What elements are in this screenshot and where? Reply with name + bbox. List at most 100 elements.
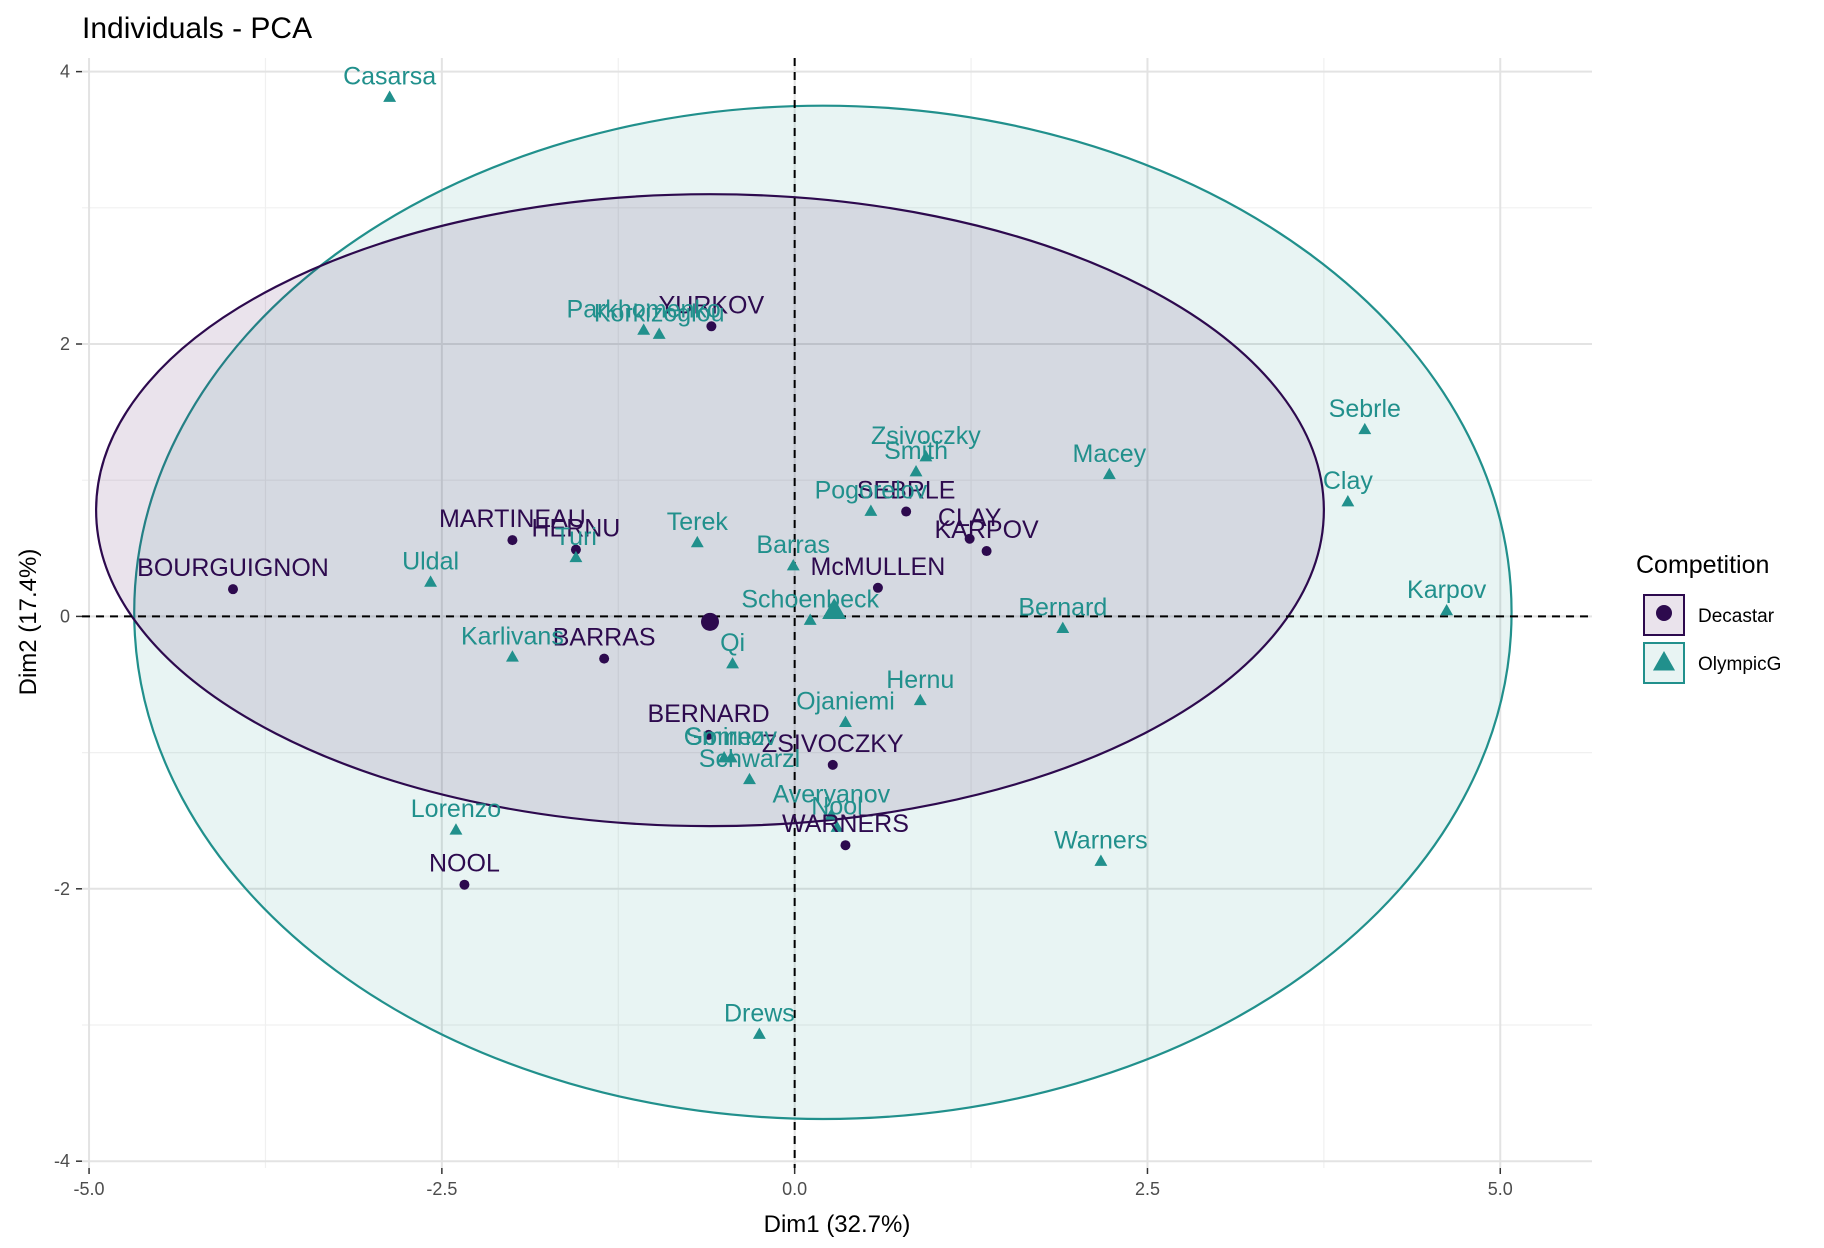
point-label: ZSIVOCZKY [762,730,904,758]
legend-label: Decastar [1698,606,1775,627]
data-points [228,90,1454,1039]
point-marker [830,820,844,832]
x-axis-ticks: -5.0 -2.5 0.0 2.5 5.0 [74,1168,1513,1199]
point-marker [1056,621,1070,634]
point-label: Turi [555,523,597,551]
point-label: Bernard [1018,594,1107,622]
point-label: Smirnov [685,723,777,751]
point-marker [981,546,992,557]
y-tick-label: 2 [60,334,70,354]
point-label: Terek [667,508,729,536]
point-marker [909,465,923,477]
point-marker [569,550,583,563]
y-tick-label: 0 [60,606,70,626]
confidence-ellipses [95,104,1513,1121]
chart-title: Individuals - PCA [82,12,312,45]
point-label: Karpov [1407,576,1487,604]
reference-lines [82,58,1592,1168]
point-label: Macey [1073,440,1147,468]
x-tick-label: 5.0 [1488,1179,1513,1199]
point-marker [703,729,714,740]
point-label: McMULLEN [811,553,946,581]
point-label: Pogorelov [815,477,928,505]
point-marker [840,840,851,851]
point-label: SEBRLE [857,477,956,505]
point-marker [717,751,731,763]
point-label: Zsivoczky [871,422,981,450]
point-marker [1358,422,1372,435]
x-tick-label: 0.0 [782,1179,807,1199]
y-tick-label: 4 [60,62,70,82]
point-marker [743,772,756,785]
y-tick-label: -4 [54,1151,70,1171]
point-label: HERNU [531,515,620,543]
point-label: NOOL [429,850,500,878]
point-marker [864,504,878,516]
point-marker [827,759,838,770]
point-marker [964,533,975,544]
point-label: Warners [1054,827,1148,855]
point-label: Barras [756,531,830,559]
point-label: YURKOV [659,291,765,319]
x-tick-label: -2.5 [426,1179,457,1199]
point-label: Schwarzl [699,745,800,773]
point-label: Qi [720,629,745,657]
point-marker [839,715,852,727]
point-label: Hernu [886,666,954,694]
point-marker [901,506,912,517]
point-label: Uldal [402,547,459,575]
legend-triangle-icon [1652,651,1676,671]
point-marker [919,450,933,462]
x-axis-label: Dim1 (32.7%) [764,1211,911,1238]
x-tick-label: -5.0 [74,1179,105,1199]
point-marker [872,582,883,593]
point-label: Schoenbeck [741,585,879,613]
ellipse-decastar [95,193,1325,828]
point-label: Ojaniemi [796,688,895,716]
point-label: Karlivans [461,622,564,650]
point-marker [637,323,651,335]
point-marker [459,879,470,890]
point-marker [824,808,838,820]
point-marker [1102,467,1116,480]
point-label: BERNARD [647,700,769,728]
point-label: Drews [724,1000,795,1028]
point-marker [652,327,666,339]
legend-title: Competition [1636,551,1769,579]
point-label: KARPOV [934,516,1039,544]
ellipse-olympicg [133,104,1513,1121]
point-marker [786,559,800,571]
point-marker [507,535,518,546]
point-label: CLAY [938,504,1002,532]
point-marker [706,321,717,332]
y-axis-label: Dim2 (17.4%) [15,549,42,696]
point-marker [690,535,704,548]
point-label: Averyanov [773,780,891,808]
point-label: Clay [1323,467,1374,495]
point-marker [228,584,238,595]
point-label: WARNERS [782,810,909,838]
point-marker [505,650,519,662]
y-axis-ticks: -4 -2 0 2 4 [54,62,82,1171]
point-label: BOURGUIGNON [137,554,329,582]
point-marker [803,613,817,625]
point-label: Smith [884,437,948,465]
point-marker [449,823,463,835]
legend: Competition Decastar OlympicG [1636,551,1781,684]
centroid-marker [822,597,847,620]
grid-minor [82,58,1592,1168]
point-marker [424,575,438,587]
point-marker [726,657,740,669]
point-label: Korkizoglou [594,299,725,327]
point-label: Sebrle [1329,395,1401,423]
point-label: Gomez [684,723,765,751]
point-label: Nool [811,793,862,821]
point-marker [599,653,610,664]
point-marker [1341,495,1355,507]
point-label: Lorenzo [411,795,501,823]
y-tick-label: -2 [54,879,70,899]
point-label: Casarsa [343,62,436,90]
legend-label: OlympicG [1698,654,1781,675]
x-tick-label: 2.5 [1135,1179,1160,1199]
